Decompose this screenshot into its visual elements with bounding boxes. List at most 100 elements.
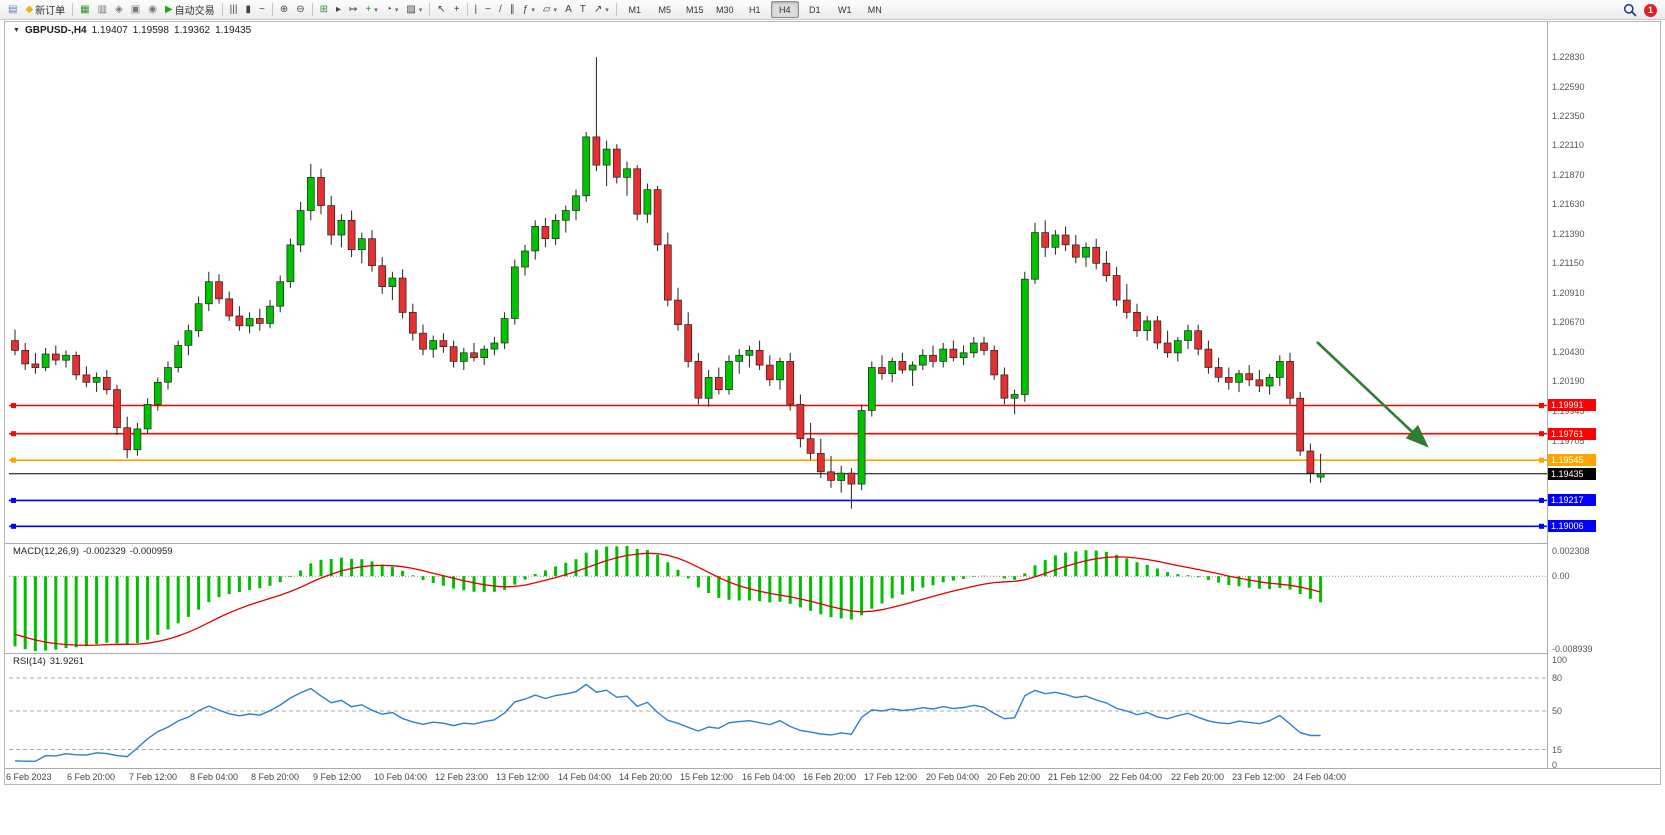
time-axis-separator (5, 768, 1660, 769)
candle (949, 340, 958, 362)
time-axis-label: 9 Feb 12:00 (313, 772, 362, 782)
one-click-trading-icon[interactable]: ▼ (13, 27, 20, 34)
candle (796, 394, 805, 448)
time-axis-label: 23 Feb 12:00 (1232, 772, 1286, 782)
horizontal-line-button[interactable]: − (481, 1, 495, 19)
timeframe-m1-button[interactable]: M1 (628, 4, 641, 15)
price-level-line-1.19761[interactable] (9, 431, 1547, 437)
price-axis-label: 1.20430 (1552, 347, 1585, 357)
price-level-chip-1.19435[interactable]: 1.19435 (1548, 468, 1596, 480)
price-axis-label: 1.21630 (1552, 199, 1585, 209)
price-level-chip-1.19991[interactable]: 1.19991 (1548, 399, 1596, 411)
timeframe-m15-button[interactable]: M15 (685, 4, 704, 15)
templates-button[interactable]: ▨ ▾ (402, 1, 426, 19)
toolbar: ▤ ◆ 新订单 ▦ ▥ ◈ ▣ ◉ ▶ 自动交易 ||| ▮ ~ ⊕ ⊖ ⊞ ▸ ↦ + ▾ ◔ ▾ ▨ ▾ ↖ + | − / ∥ ƒ ▾ ▱… (0, 0, 1665, 20)
time-axis-label: 12 Feb 23:00 (435, 772, 489, 782)
cursor-button[interactable]: ↖ (433, 1, 449, 19)
candle (408, 303, 417, 341)
timeframe-m30-button[interactable]: M30 (715, 4, 734, 15)
time-axis-label: 22 Feb 20:00 (1171, 772, 1225, 782)
price-level-line-1.19006[interactable] (9, 523, 1547, 529)
ohlc-high: 1.19598 (132, 25, 169, 36)
price-level-chip-1.19545[interactable]: 1.19545 (1548, 454, 1596, 466)
macd-axis-label: -0.008939 (1552, 644, 1593, 654)
price-level-chip-1.19761[interactable]: 1.19761 (1548, 428, 1596, 440)
tile-windows-button[interactable]: ⊞ (316, 1, 332, 19)
arrows-button[interactable]: ↗ ▾ (590, 1, 613, 19)
candle (255, 308, 264, 331)
chart-shift-button[interactable]: ↦ (345, 1, 361, 19)
candle (419, 324, 427, 356)
new-order-button[interactable]: ◆ 新订单 (21, 1, 69, 19)
candle (929, 345, 937, 368)
fibonacci-button[interactable]: ƒ ▾ (519, 1, 539, 19)
price-level-line-1.19991[interactable] (9, 402, 1547, 408)
candle (327, 195, 336, 245)
panel-separator[interactable] (5, 653, 1547, 654)
text-button[interactable]: A (561, 1, 576, 19)
price-level-chip-1.19217[interactable]: 1.19217 (1548, 494, 1596, 506)
macd-signal-line (14, 552, 1321, 646)
price-level-line-1.19545[interactable] (9, 457, 1547, 463)
auto-trading-button[interactable]: ▶ 自动交易 (161, 1, 219, 19)
panel-separator[interactable] (5, 543, 1547, 544)
market-watch-icon: ▦ (80, 3, 90, 15)
candle (1071, 235, 1080, 264)
candle (1306, 443, 1315, 483)
candle (714, 367, 723, 395)
vertical-line-button[interactable]: | (471, 1, 482, 19)
candle (1000, 367, 1009, 405)
crosshair-button[interactable]: + (450, 1, 464, 19)
periods-icon: ◔ (385, 3, 392, 15)
candle (1092, 238, 1101, 270)
candle (1184, 324, 1192, 350)
navigator-button[interactable]: ◈ (111, 1, 127, 19)
candle (72, 351, 81, 380)
price-level-chip-1.19006[interactable]: 1.19006 (1548, 520, 1596, 532)
bar-chart-button[interactable]: ||| (226, 1, 242, 19)
candle (867, 361, 876, 417)
text-label-button[interactable]: T (576, 1, 590, 19)
channel-button[interactable]: ∥ (506, 1, 519, 19)
timeframe-d1-button[interactable]: D1 (808, 4, 821, 15)
timeframe-m5-button[interactable]: M5 (658, 4, 671, 15)
strategy-tester-button[interactable]: ◉ (144, 1, 161, 19)
timeframe-w1-button[interactable]: W1 (838, 4, 852, 15)
timeframe-h4-button[interactable]: H4 (770, 1, 799, 18)
candle (694, 352, 703, 405)
terminal-button[interactable]: ▣ (127, 1, 144, 19)
zoom-out-button[interactable]: ⊖ (292, 1, 308, 19)
time-axis-label: 16 Feb 04:00 (742, 772, 796, 782)
time-axis-label: 16 Feb 20:00 (803, 772, 857, 782)
time-axis-label: 13 Feb 12:00 (496, 772, 550, 782)
time-axis-label: 8 Feb 04:00 (190, 772, 239, 782)
toolbar-button-strip: ▤ ◆ 新订单 ▦ ▥ ◈ ▣ ◉ ▶ 自动交易 ||| ▮ ~ ⊕ ⊖ ⊞ ▸ ↦ + ▾ ◔ ▾ ▨ ▾ ↖ + | − / ∥ ƒ ▾ ▱… (4, 0, 620, 19)
toolbar-button-label: 新订单 (35, 6, 66, 17)
market-watch-button[interactable]: ▦ (76, 1, 93, 19)
candle (143, 398, 152, 434)
app-button[interactable]: ▤ (4, 1, 21, 19)
search-icon[interactable] (1623, 3, 1637, 17)
trendline-button[interactable]: / (495, 1, 506, 19)
candle (1153, 316, 1162, 350)
zoom-in-button[interactable]: ⊕ (276, 1, 292, 19)
shapes-button[interactable]: ▱ ▾ (539, 1, 561, 19)
data-window-button[interactable]: ▥ (94, 1, 111, 19)
timeframe-h1-button[interactable]: H1 (748, 4, 761, 15)
auto-scroll-button[interactable]: ▸ (332, 1, 345, 19)
candlestick-chart-button[interactable]: ▮ (241, 1, 255, 19)
annotation-arrow[interactable] (1316, 341, 1429, 448)
candle (847, 468, 856, 509)
periods-button[interactable]: ◔ ▾ (382, 1, 403, 19)
candle (561, 205, 570, 233)
price-chart-canvas[interactable] (9, 24, 1547, 543)
price-level-line-1.19217[interactable] (9, 497, 1547, 503)
timeframe-mn-button[interactable]: MN (867, 4, 882, 15)
indicators-button[interactable]: + ▾ (361, 1, 381, 19)
macd-canvas[interactable] (9, 544, 1547, 653)
notification-badge[interactable]: 1 (1644, 3, 1657, 17)
candle (1163, 330, 1172, 358)
line-chart-button[interactable]: ~ (255, 1, 269, 19)
candle (286, 238, 295, 288)
rsi-canvas[interactable] (9, 654, 1547, 768)
